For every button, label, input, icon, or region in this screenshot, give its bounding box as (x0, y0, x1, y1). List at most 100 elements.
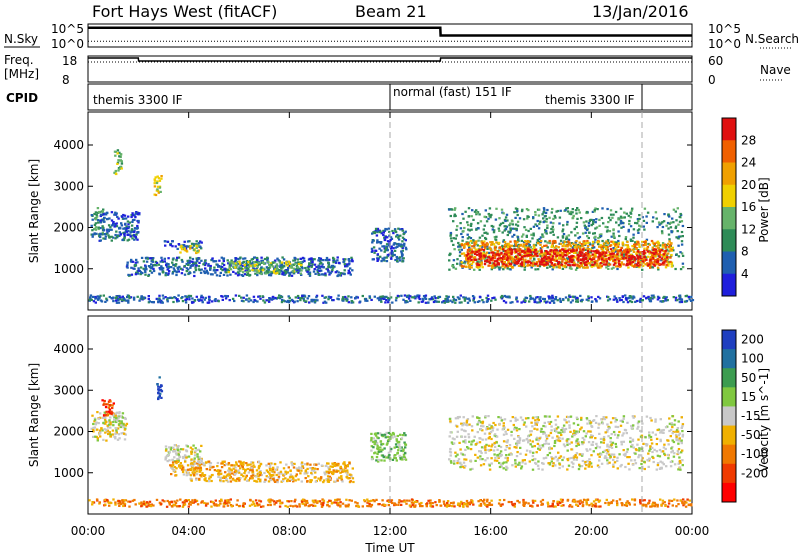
range-cell (424, 294, 428, 297)
range-cell (509, 222, 512, 225)
range-cell (628, 254, 631, 257)
range-cell (159, 260, 162, 263)
range-cell (475, 228, 478, 231)
range-cell (468, 266, 472, 269)
range-cell (216, 269, 219, 272)
range-cell (480, 245, 484, 248)
range-cell (299, 472, 302, 475)
range-cell (274, 268, 277, 271)
range-cell (121, 416, 124, 419)
range-cell (550, 297, 553, 300)
range-cell (300, 461, 304, 464)
range-cell (119, 155, 122, 159)
range-cell (506, 257, 509, 260)
range-cell (461, 236, 464, 239)
range-cell (102, 438, 105, 441)
range-cell (376, 239, 379, 242)
range-cell (637, 257, 640, 260)
range-cell (220, 466, 224, 469)
range-cell (532, 216, 535, 219)
range-cell (468, 299, 471, 302)
range-cell (174, 245, 177, 248)
range-cell (643, 259, 646, 262)
range-cell (524, 299, 527, 302)
range-cell (240, 464, 243, 467)
range-cell (628, 300, 632, 303)
range-cell (645, 256, 648, 259)
range-cell (493, 253, 496, 256)
nsky-label: N.Sky (4, 32, 38, 46)
range-cell (124, 424, 128, 427)
range-cell (192, 444, 195, 447)
range-cell (145, 268, 148, 271)
range-cell (665, 296, 668, 299)
range-cell (216, 461, 220, 465)
range-cell (310, 479, 313, 482)
range-cell (621, 251, 624, 254)
range-cell (465, 259, 468, 262)
range-cell (490, 265, 494, 268)
range-cell (173, 269, 176, 272)
range-cell (267, 269, 270, 272)
range-cell (130, 224, 134, 227)
range-cell (513, 264, 516, 267)
range-cell (604, 241, 607, 244)
range-cell (115, 230, 118, 233)
range-cell (241, 264, 244, 267)
range-cell (667, 261, 670, 264)
range-cell (336, 479, 339, 482)
range-cell (217, 473, 221, 476)
range-cell (511, 248, 514, 251)
range-cell (383, 297, 386, 300)
range-cell (123, 438, 127, 441)
range-cell (164, 458, 167, 461)
range-cell (664, 257, 667, 260)
range-cell (201, 473, 204, 476)
range-cell (389, 252, 392, 255)
range-cell (253, 479, 256, 482)
range-cell (318, 267, 322, 270)
range-cell (552, 299, 555, 302)
range-cell (681, 262, 685, 265)
range-cell (394, 246, 398, 249)
range-cell (287, 301, 291, 304)
range-cell (579, 244, 582, 248)
range-cell (483, 231, 486, 234)
range-cell (294, 479, 297, 482)
range-cell (243, 472, 246, 475)
range-cell (266, 270, 269, 274)
range-cell (664, 299, 668, 302)
range-cell (314, 272, 317, 275)
range-cell (159, 389, 163, 392)
range-cell (675, 219, 678, 222)
range-cell (484, 209, 487, 212)
range-cell (226, 259, 229, 262)
range-cell (104, 235, 107, 238)
range-cell (270, 478, 273, 482)
range-cell (383, 447, 386, 450)
range-cell (334, 271, 337, 274)
range-cell (594, 207, 597, 210)
range-cell (127, 238, 131, 241)
range-cell (611, 216, 614, 219)
range-cell (556, 252, 559, 255)
range-cell (133, 218, 136, 221)
range-cell (290, 271, 293, 274)
range-cell (310, 469, 314, 472)
range-cell (195, 246, 198, 250)
range-cell (608, 230, 612, 233)
range-cell (633, 265, 636, 268)
range-cell (477, 227, 480, 230)
range-cell (364, 299, 367, 302)
range-cell (457, 248, 461, 251)
range-cell (631, 297, 634, 300)
range-cell (611, 255, 614, 258)
range-cell (557, 263, 560, 266)
range-cell (237, 469, 240, 472)
range-cell (517, 245, 521, 248)
range-cell (326, 475, 330, 478)
range-cell (478, 265, 481, 268)
range-cell (154, 193, 158, 197)
range-cell (533, 246, 536, 250)
range-cell (476, 263, 479, 266)
